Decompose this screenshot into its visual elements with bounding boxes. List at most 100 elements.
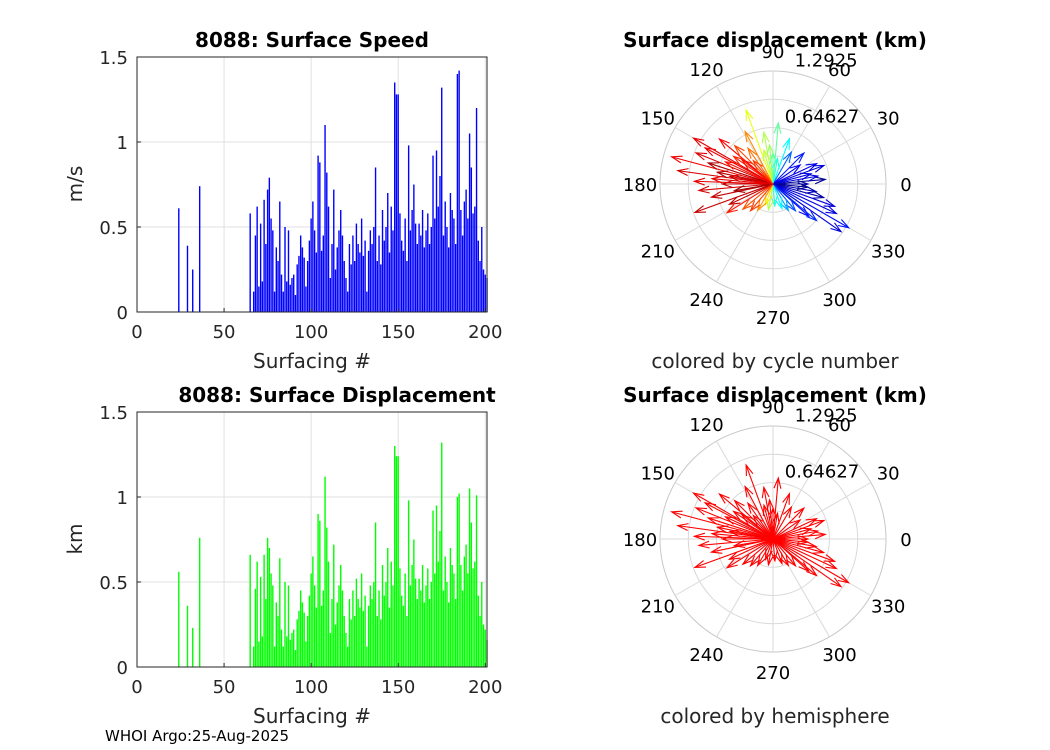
bar — [261, 281, 264, 312]
arrow-head — [806, 173, 820, 182]
bar — [289, 639, 291, 667]
displacement-arrow — [745, 463, 774, 540]
arrow-shaft — [744, 131, 774, 185]
speed-tick-labels: 0 50 100 150 200 0 0.5 1 1.5 — [99, 48, 502, 343]
displacement-arrow — [772, 183, 818, 222]
arrow-head — [793, 506, 806, 519]
arrow-shaft — [772, 151, 792, 185]
bar — [293, 274, 295, 312]
displacement-arrow — [697, 538, 774, 549]
arrow-shaft — [772, 538, 824, 554]
arrow-shaft — [772, 538, 817, 548]
bar — [256, 206, 258, 312]
displacement-arrow — [756, 183, 774, 213]
bar — [364, 240, 366, 312]
arrow-head — [733, 499, 745, 511]
arrow-shaft — [772, 183, 837, 215]
arrow-shaft — [750, 183, 774, 212]
bar — [258, 641, 260, 667]
x-tick-label: 150 — [381, 322, 415, 343]
displacement-arrow — [772, 519, 826, 540]
displacement-arrow — [772, 528, 820, 540]
polar-cycle-labels: 0 30 60 90 120 150 180 210 240 270 300 330 1.2925 0.6… — [623, 42, 912, 329]
bar — [322, 590, 325, 667]
bar — [355, 578, 358, 667]
displacement-arrow — [772, 538, 838, 570]
arrow-head — [805, 540, 818, 549]
bar — [374, 522, 377, 667]
arrow-head — [814, 176, 827, 185]
arrow-shaft — [772, 506, 792, 540]
bar — [186, 245, 189, 312]
arrow-shaft — [772, 183, 817, 193]
displacement-arrow — [772, 121, 782, 185]
displacement-arrow — [770, 183, 778, 208]
displacement-arrow — [761, 485, 774, 540]
arrow-head — [774, 552, 783, 566]
bar — [482, 269, 485, 312]
arrow-head — [793, 151, 806, 164]
speed-bar-chart: 0 50 100 150 200 0 0.5 1 1.5 8088: Surface Speed… — [63, 28, 502, 373]
bar — [439, 531, 441, 667]
displacement-ylabel: km — [63, 523, 87, 554]
bar — [407, 500, 410, 667]
displacement-axes-box — [136, 411, 488, 668]
arrow-shaft — [726, 183, 774, 214]
arrow-head — [771, 156, 780, 170]
arrow-head — [769, 151, 777, 165]
arrow-shaft — [741, 514, 774, 540]
displacement-arrow — [752, 159, 774, 185]
angle-label: 330 — [871, 242, 905, 263]
angle-label: 240 — [689, 645, 723, 666]
bar — [268, 177, 271, 312]
arrow-head — [770, 194, 778, 208]
bar — [430, 227, 432, 312]
displacement-arrow — [772, 173, 820, 185]
bar — [399, 568, 401, 667]
bar — [263, 554, 265, 667]
displacement-arrow — [693, 538, 774, 569]
displacement-arrow — [669, 510, 774, 540]
arrow-head — [715, 525, 729, 534]
arrow-head — [706, 162, 720, 170]
arrow-head — [766, 498, 775, 511]
displacement-arrow — [728, 529, 774, 540]
arrow-head — [746, 501, 758, 514]
bar — [338, 230, 340, 312]
bar — [310, 218, 312, 312]
bar — [273, 646, 276, 667]
speed-axes-box — [136, 56, 488, 313]
bar — [442, 235, 445, 312]
displacement-arrow — [772, 518, 802, 540]
displacement-arrow — [703, 502, 774, 540]
bar — [479, 616, 481, 667]
bar — [435, 150, 438, 312]
arrow-head — [812, 164, 826, 173]
bar — [402, 250, 405, 312]
arrow-head — [740, 513, 753, 525]
arrow-shaft — [772, 163, 817, 185]
arrow-head — [789, 518, 802, 530]
bar — [399, 213, 401, 312]
arrow-head — [823, 554, 837, 563]
bar — [252, 291, 255, 312]
arrow-shaft — [729, 530, 774, 540]
bar — [456, 497, 459, 667]
bar — [352, 590, 354, 667]
bar — [475, 495, 478, 667]
arrow-head — [762, 503, 771, 517]
arrow-head — [779, 199, 790, 213]
bar — [444, 556, 446, 667]
arrow-head — [782, 150, 793, 164]
arrow-head — [715, 170, 729, 179]
arrow-head — [692, 177, 706, 186]
displacement-arrow — [772, 538, 790, 568]
bar — [291, 633, 293, 667]
footer-credit: WHOI Argo:25-Aug-2025 — [105, 727, 289, 745]
bar — [266, 189, 269, 312]
arrow-head — [745, 108, 754, 122]
arrow-head — [727, 196, 741, 206]
bar — [319, 520, 321, 667]
arrow-head — [773, 476, 782, 489]
y-tick-label: 0 — [117, 658, 128, 679]
